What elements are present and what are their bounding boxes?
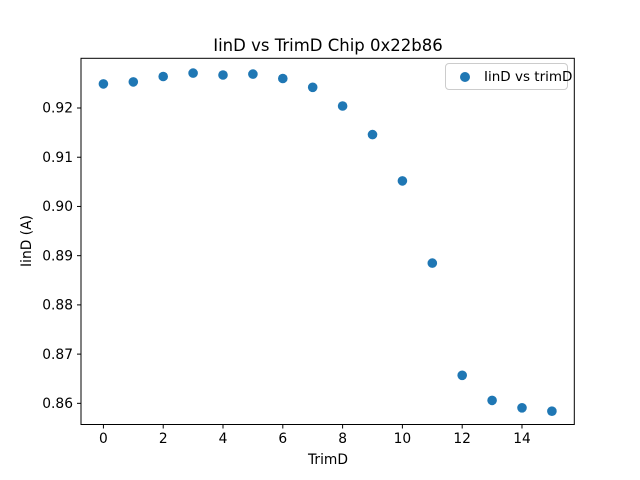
data-point [547,406,557,417]
data-point [427,258,438,268]
y-tick-label: 0.88 [42,298,73,314]
y-tick-label: 0.92 [42,101,73,117]
data-point [128,77,139,87]
data-point [158,71,168,82]
y-tick-label: 0.87 [42,347,73,363]
data-point [487,395,497,406]
x-tick-label: 10 [394,431,412,447]
x-tick-label: 4 [219,431,228,447]
data-point [218,70,228,80]
scatter-marker-icon [460,71,470,82]
x-tick-label: 12 [453,431,471,447]
data-point [337,101,348,111]
x-tick-label: 6 [278,431,287,447]
legend: IinD vs trimD [445,63,572,90]
data-point [248,69,258,79]
data-point [188,68,198,78]
y-tick-label: 0.89 [42,248,73,264]
y-axis-label: IinD (A) [19,215,35,267]
x-tick-label: 14 [513,431,531,447]
axes-frame [80,57,575,426]
x-tick-label: 0 [99,431,108,447]
data-point [98,79,109,89]
data-point [517,403,527,413]
y-tick-label: 0.86 [42,396,73,412]
data-point [278,73,288,84]
data-point [367,129,378,140]
y-tick-label: 0.91 [42,150,73,166]
legend-label: IinD vs trimD [484,68,573,85]
x-tick-label: 8 [338,431,347,447]
data-point [307,82,318,93]
chart-title: IinD vs TrimD Chip 0x22b86 [213,36,443,55]
y-tick-label: 0.90 [42,199,73,215]
x-axis-label: TrimD [308,452,348,468]
data-point [457,370,468,381]
x-tick-label: 2 [159,431,168,447]
data-point [397,176,408,186]
